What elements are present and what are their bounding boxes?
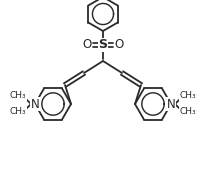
Text: CH₃: CH₃ xyxy=(10,107,26,116)
Text: CH₃: CH₃ xyxy=(10,91,26,101)
Text: S: S xyxy=(98,39,108,52)
Text: O: O xyxy=(114,39,124,52)
Text: N: N xyxy=(31,98,39,111)
Text: CH₃: CH₃ xyxy=(180,91,196,101)
Text: N: N xyxy=(167,98,175,111)
Text: O: O xyxy=(82,39,92,52)
Text: CH₃: CH₃ xyxy=(180,107,196,116)
